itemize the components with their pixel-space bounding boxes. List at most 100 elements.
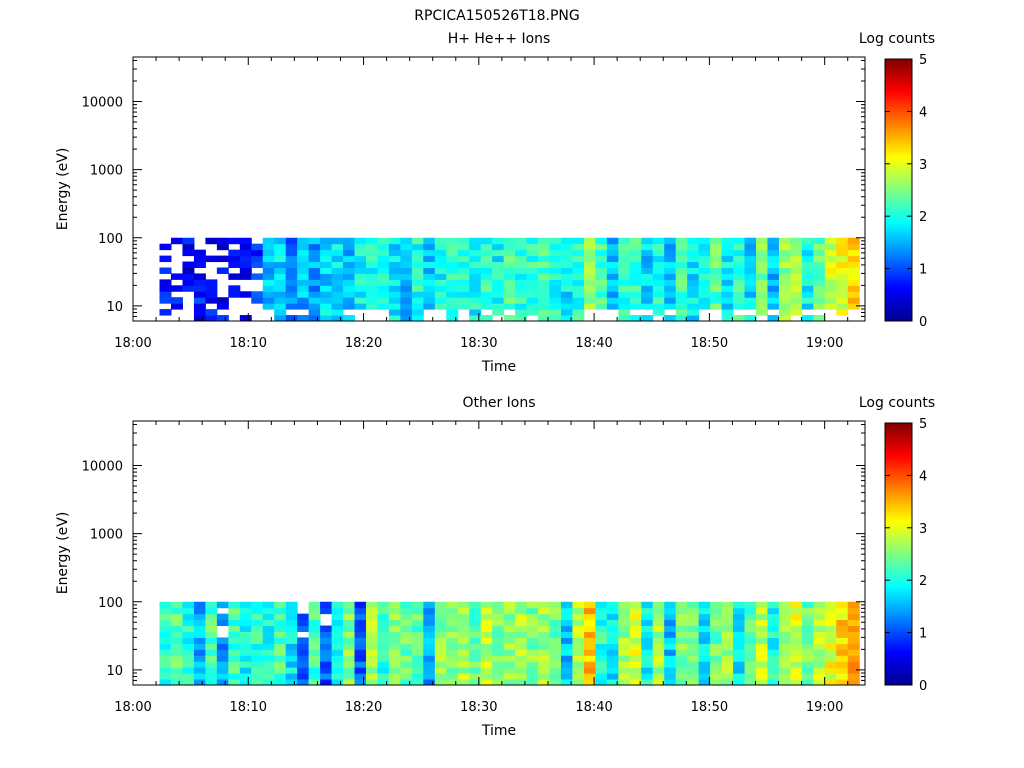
x-axis-label: Time	[481, 359, 516, 375]
heatmap-cell	[801, 237, 814, 245]
heatmap-cell	[664, 655, 677, 662]
heatmap-cell	[354, 613, 367, 621]
heatmap-cell	[377, 625, 390, 632]
heatmap-cell	[205, 279, 218, 286]
heatmap-cell	[205, 637, 218, 644]
heatmap-cell	[572, 607, 585, 615]
heatmap-cell	[641, 601, 654, 609]
heatmap-cell	[354, 631, 367, 638]
heatmap-cell	[526, 643, 539, 650]
heatmap-cell	[629, 273, 642, 280]
heatmap-cell	[365, 261, 378, 268]
heatmap-cell	[400, 637, 413, 644]
heatmap-cell	[205, 315, 218, 322]
heatmap-cell	[836, 309, 849, 316]
heatmap-cell	[629, 267, 642, 274]
heatmap-cell	[365, 619, 378, 627]
heatmap-cell	[606, 285, 619, 292]
heatmap-cell	[251, 661, 264, 668]
heatmap-cell	[262, 625, 275, 632]
heatmap-cell	[687, 291, 700, 298]
heatmap-cell	[423, 631, 436, 638]
heatmap-cell	[526, 607, 539, 615]
heatmap-cell	[343, 667, 356, 674]
heatmap-cell	[193, 613, 206, 621]
heatmap-cell	[664, 661, 677, 668]
heatmap-cell	[790, 261, 803, 268]
heatmap-cell	[687, 315, 700, 322]
heatmap-cell	[629, 249, 642, 257]
heatmap-cell	[274, 637, 287, 644]
y-axis-label: Energy (eV)	[55, 512, 71, 595]
heatmap-cell	[572, 661, 585, 668]
heatmap-cell	[744, 243, 757, 251]
heatmap-cell	[308, 667, 321, 674]
heatmap-cell	[308, 601, 321, 609]
heatmap-cells	[159, 237, 860, 322]
heatmap-cell	[343, 255, 356, 263]
heatmap-cell	[343, 637, 356, 644]
heatmap-cell	[606, 273, 619, 280]
heatmap-cell	[549, 625, 562, 632]
heatmap-cell	[170, 607, 183, 615]
heatmap-cell	[170, 303, 183, 310]
heatmap-cell	[756, 261, 768, 268]
heatmap-cell	[205, 601, 218, 609]
heatmap-cell	[560, 613, 573, 621]
heatmap-cell	[698, 619, 711, 627]
heatmap-cell	[170, 667, 183, 674]
heatmap-cell	[503, 631, 516, 638]
heatmap-cell	[733, 601, 746, 609]
heatmap-cell	[446, 619, 459, 627]
heatmap-cell	[159, 279, 172, 286]
heatmap-cell	[446, 243, 459, 251]
heatmap-cell	[538, 297, 551, 304]
heatmap-cell	[606, 667, 619, 674]
heatmap-cell	[778, 285, 791, 292]
heatmap-cell	[733, 267, 746, 274]
heatmap-cell	[170, 637, 183, 644]
heatmap-cell	[423, 613, 436, 621]
heatmap-cell	[423, 243, 436, 251]
heatmap-cell	[744, 625, 757, 632]
heatmap-cell	[423, 297, 436, 304]
heatmap-cell	[526, 273, 539, 280]
heatmap-cell	[182, 661, 195, 668]
heatmap-cell	[170, 679, 183, 686]
heatmap-cell	[388, 673, 401, 680]
heatmap-cell	[813, 625, 826, 632]
heatmap-cell	[549, 673, 562, 680]
heatmap-cell	[744, 267, 757, 274]
heatmap-cell	[365, 661, 378, 668]
heatmap-cell	[274, 679, 287, 686]
heatmap-cell	[618, 643, 631, 650]
heatmap-cell	[824, 249, 837, 257]
heatmap-cell	[457, 297, 470, 304]
heatmap-cell	[343, 643, 356, 650]
heatmap-cell	[629, 649, 642, 656]
heatmap-cell	[675, 631, 688, 638]
heatmap-cell	[778, 255, 791, 263]
heatmap-cell	[274, 309, 287, 316]
x-tick-label: 18:50	[691, 700, 728, 715]
heatmap-cell	[526, 255, 539, 263]
heatmap-cell	[274, 655, 287, 662]
plot-frame	[132, 420, 866, 686]
heatmap-cell	[423, 673, 436, 680]
heatmap-cell	[560, 249, 573, 257]
heatmap-cell	[538, 267, 551, 274]
heatmap-cell	[182, 673, 195, 680]
heatmap-cell	[251, 649, 264, 656]
heatmap-cell	[733, 643, 746, 650]
heatmap-cell	[446, 237, 459, 245]
heatmap-cell	[377, 649, 390, 656]
heatmap-cell	[446, 601, 459, 609]
heatmap-cell	[698, 255, 711, 263]
heatmap-cell	[411, 649, 424, 656]
y-tick-label: 10	[106, 300, 123, 315]
heatmap-cell	[790, 667, 803, 674]
heatmap-cell	[572, 273, 585, 280]
heatmap-cell	[388, 643, 401, 650]
heatmap-cell	[847, 637, 860, 644]
heatmap-cell	[182, 285, 195, 292]
